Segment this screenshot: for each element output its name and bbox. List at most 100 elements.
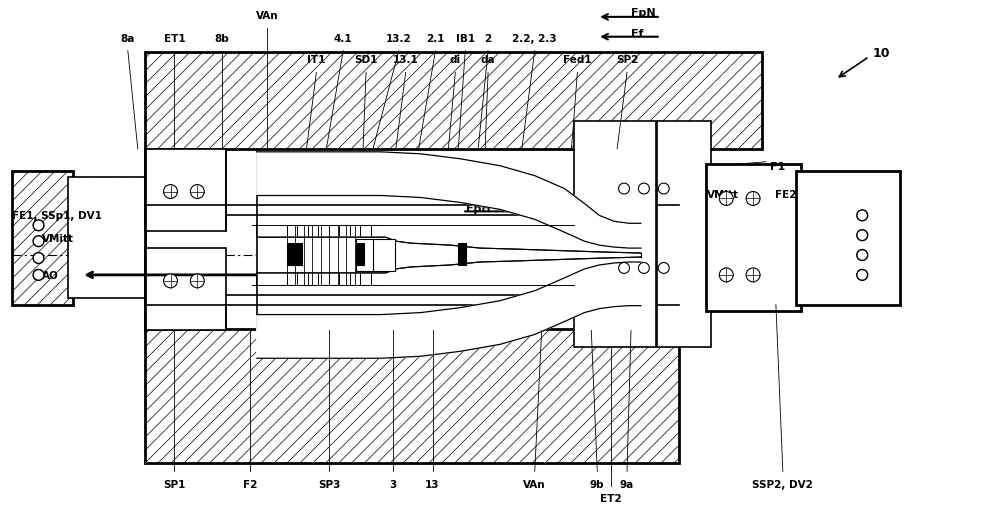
Text: SP1: SP1 <box>163 479 186 489</box>
Bar <box>145 53 762 149</box>
Polygon shape <box>257 153 641 248</box>
Text: 8a: 8a <box>121 34 135 43</box>
Bar <box>458 243 466 266</box>
Bar <box>145 330 679 464</box>
Circle shape <box>857 230 868 241</box>
Circle shape <box>719 192 733 206</box>
Text: 4.1: 4.1 <box>334 34 353 43</box>
Text: di: di <box>450 56 461 65</box>
Bar <box>68 177 146 298</box>
Bar <box>706 165 801 311</box>
Bar <box>657 122 711 347</box>
Bar <box>145 149 226 232</box>
Circle shape <box>658 184 669 194</box>
Text: FE2: FE2 <box>775 189 797 199</box>
Bar <box>657 122 711 347</box>
Text: 2: 2 <box>484 34 492 43</box>
Circle shape <box>858 232 866 240</box>
Text: FpN: FpN <box>631 8 656 18</box>
Bar <box>657 122 711 347</box>
Bar <box>574 122 656 347</box>
Bar <box>574 122 656 347</box>
Bar <box>796 171 900 305</box>
Bar <box>796 171 900 305</box>
Circle shape <box>857 250 868 261</box>
Text: ET1: ET1 <box>164 34 185 43</box>
Text: 13.1: 13.1 <box>393 56 419 65</box>
Circle shape <box>857 270 868 281</box>
Text: FE1, SSp1, DV1: FE1, SSp1, DV1 <box>12 211 102 221</box>
Circle shape <box>619 184 630 194</box>
Text: F1: F1 <box>770 162 785 171</box>
Circle shape <box>33 220 44 231</box>
Text: VAn: VAn <box>255 11 278 21</box>
Text: SP2: SP2 <box>616 56 638 65</box>
Bar <box>12 171 73 305</box>
Circle shape <box>658 263 669 274</box>
Circle shape <box>857 211 868 221</box>
Bar <box>706 165 801 311</box>
Bar <box>145 248 226 331</box>
Circle shape <box>35 222 42 230</box>
Text: SD1: SD1 <box>354 56 378 65</box>
Circle shape <box>638 263 649 274</box>
Text: FpH: FpH <box>466 204 490 214</box>
Circle shape <box>33 270 44 281</box>
Circle shape <box>858 251 866 260</box>
Circle shape <box>638 184 649 194</box>
Circle shape <box>746 192 760 206</box>
Bar <box>145 330 679 464</box>
Text: ET2: ET2 <box>600 493 622 503</box>
Polygon shape <box>257 238 641 273</box>
Circle shape <box>35 238 42 245</box>
Text: 3: 3 <box>389 479 396 489</box>
Bar <box>373 240 395 271</box>
Bar <box>257 226 574 285</box>
Text: 2.1: 2.1 <box>426 34 445 43</box>
Text: F2: F2 <box>243 479 257 489</box>
Bar <box>287 243 302 266</box>
Bar <box>145 248 226 331</box>
Circle shape <box>619 263 630 274</box>
Circle shape <box>746 269 760 282</box>
Text: VAn: VAn <box>523 479 546 489</box>
Circle shape <box>719 269 733 282</box>
Bar <box>574 122 656 347</box>
Text: 13: 13 <box>425 479 440 489</box>
Text: 10: 10 <box>872 47 890 60</box>
Text: 8b: 8b <box>215 34 229 43</box>
Circle shape <box>190 185 204 199</box>
Text: 9a: 9a <box>620 479 634 489</box>
Text: AO: AO <box>42 270 58 280</box>
Text: 13.2: 13.2 <box>386 34 412 43</box>
Circle shape <box>164 274 177 288</box>
Bar <box>68 177 146 298</box>
Text: Fed1: Fed1 <box>563 56 592 65</box>
Polygon shape <box>257 263 641 359</box>
Text: VMitt: VMitt <box>707 189 739 199</box>
Bar <box>145 330 679 464</box>
Bar <box>356 243 364 266</box>
Text: Ff: Ff <box>631 29 643 39</box>
Circle shape <box>35 255 42 263</box>
Bar <box>145 248 226 331</box>
Text: SSP2, DV2: SSP2, DV2 <box>752 479 813 489</box>
Bar <box>12 171 73 305</box>
Text: VMitt: VMitt <box>42 234 74 244</box>
Bar <box>145 53 762 149</box>
Circle shape <box>858 271 866 279</box>
Bar <box>356 240 378 271</box>
Bar <box>706 165 801 311</box>
Circle shape <box>33 253 44 264</box>
Circle shape <box>190 274 204 288</box>
Bar <box>796 171 900 305</box>
Text: IT1: IT1 <box>307 56 326 65</box>
Bar <box>145 53 762 149</box>
Circle shape <box>35 271 42 279</box>
Bar <box>12 171 73 305</box>
Circle shape <box>858 212 866 220</box>
Circle shape <box>33 236 44 247</box>
Text: da: da <box>481 56 495 65</box>
Text: SP3: SP3 <box>318 479 340 489</box>
Bar <box>68 177 146 298</box>
